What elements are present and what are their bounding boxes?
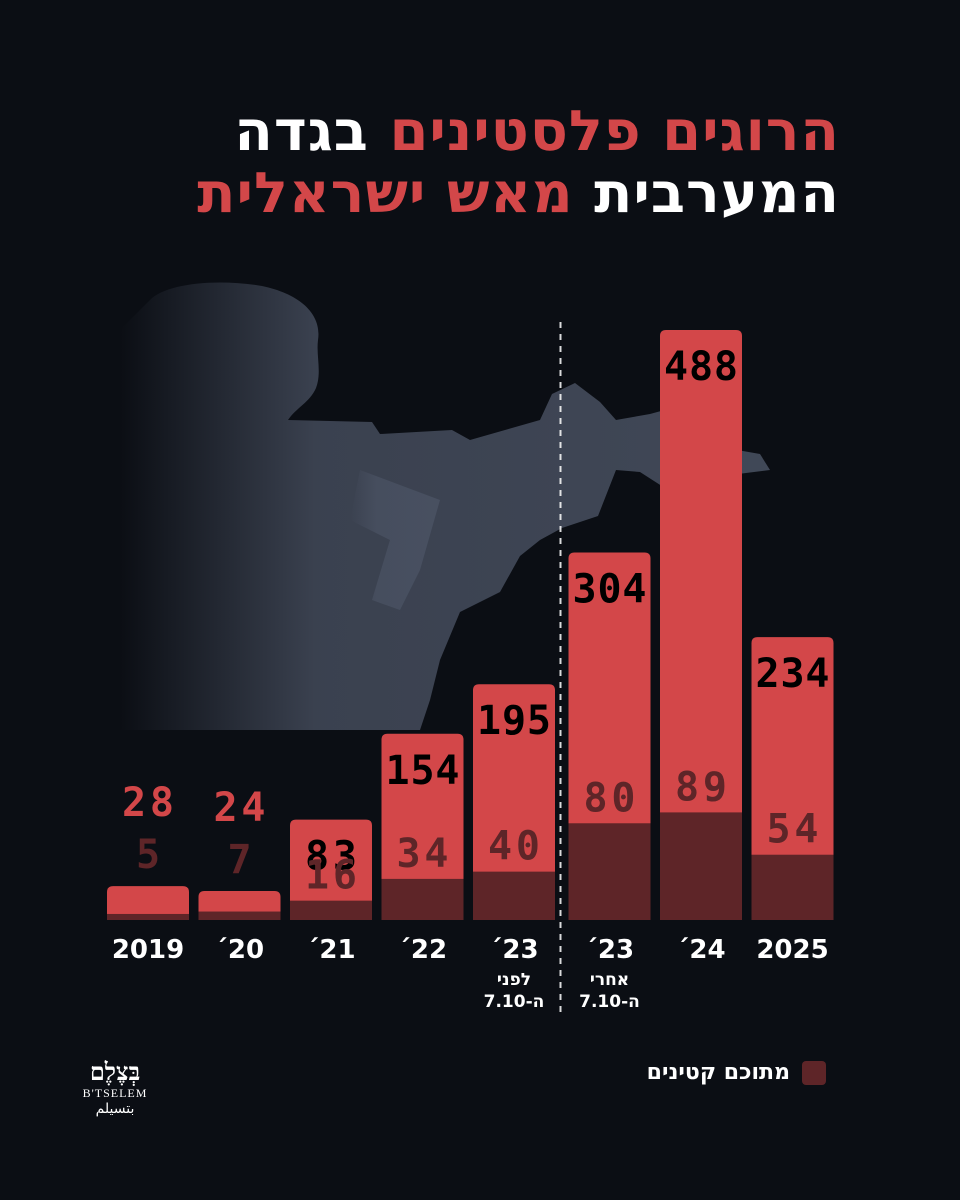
label-minors-1: 7 (227, 837, 251, 883)
category-label-0: 2019 (112, 935, 184, 965)
category-label-7: 2025 (756, 935, 828, 965)
title-red-part-2: מאש ישראלית (197, 161, 574, 226)
label-total-3: 154 (386, 748, 460, 794)
category-label-5: ´23 (585, 935, 634, 965)
bar-total-3 (381, 733, 464, 920)
bar-minors-5 (568, 823, 651, 920)
bar-minors-6 (660, 812, 742, 920)
label-total-5: 304 (573, 566, 647, 612)
legend-swatch-minors (802, 1060, 826, 1085)
label-total-6: 488 (664, 344, 738, 390)
soldier-silhouette-icon (120, 282, 770, 730)
legend-label: מתוכם קטינים (646, 1060, 790, 1085)
title-red-part-1: הרוגים פלסטינים (389, 99, 840, 164)
bar-minors-3 (381, 878, 464, 920)
category-label-6: ´24 (676, 935, 725, 965)
bar-minors-0 (107, 913, 189, 920)
bar-minors-4 (473, 871, 555, 920)
bar-total-0 (107, 886, 189, 920)
category-note-5-1: ה-7.10 (579, 992, 640, 1012)
bar-minors-1 (198, 911, 281, 920)
title-white-part-1: בגדה (234, 99, 369, 164)
logo-arabic: بتسيلم (95, 1101, 135, 1117)
label-total-4: 195 (477, 698, 551, 744)
label-total-7: 234 (756, 651, 830, 697)
category-label-3: ´22 (398, 935, 447, 965)
bar-minors-7 (751, 854, 834, 920)
bar-total-4 (473, 684, 555, 920)
category-label-2: ´21 (306, 935, 355, 965)
bar-total-7 (751, 637, 834, 920)
category-label-1: ´20 (215, 935, 264, 965)
btselem-logo: בְּצֶלֶם B'TSELEM بتسيلم (70, 1058, 160, 1118)
label-minors-0: 5 (136, 832, 160, 878)
category-note-4-1: ה-7.10 (484, 992, 545, 1012)
bar-total-6 (660, 330, 742, 920)
legend: מתוכם קטינים (647, 1060, 826, 1085)
category-note-5-0: אחרי (590, 970, 629, 990)
logo-english: B'TSELEM (82, 1086, 148, 1100)
logo-hebrew: בְּצֶלֶם (89, 1057, 141, 1086)
title-line-2: המערבית מאש ישראלית (80, 162, 840, 226)
label-total-0: 28 (122, 780, 174, 826)
bar-minors-2 (290, 900, 372, 920)
bar-total-2 (290, 819, 372, 920)
title-line-1: הרוגים פלסטינים בגדה (80, 100, 840, 164)
label-total-1: 24 (214, 785, 266, 831)
category-note-4-0: לפני (497, 970, 531, 990)
category-label-4: ´23 (489, 935, 538, 965)
title-white-part-2: המערבית (594, 161, 840, 226)
